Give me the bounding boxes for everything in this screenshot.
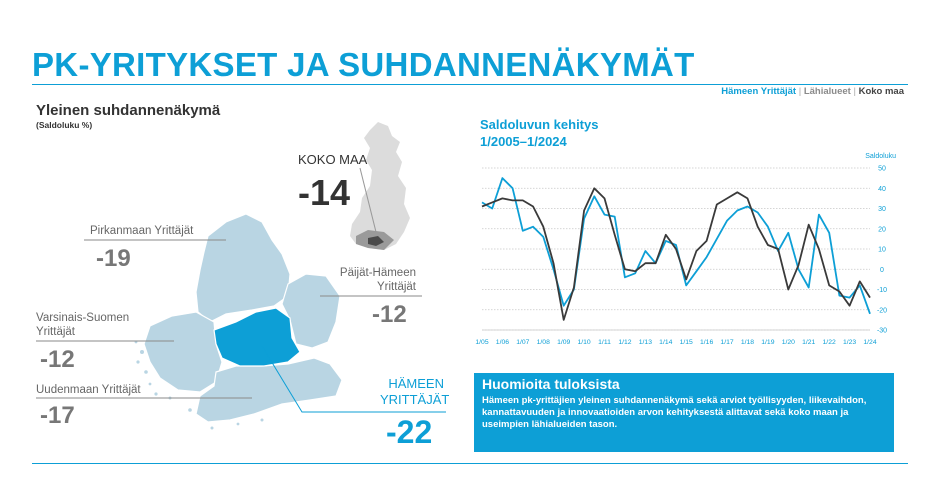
x-tick-label: 1/09 xyxy=(557,339,570,346)
series-line-koko-maa xyxy=(481,187,871,321)
x-tick-label: 1/12 xyxy=(618,339,631,346)
finland-hameen-region xyxy=(368,236,384,246)
region-value-varsinais-suomi: -12 xyxy=(40,346,75,373)
chart-legend: Hämeen Yrittäjät | Lähialueet | Koko maa xyxy=(721,86,904,97)
varsinais-suomi-region xyxy=(143,311,223,393)
leader-koko-maa xyxy=(359,167,377,233)
x-tick-label: 1/16 xyxy=(700,339,713,346)
x-tick-label: 1/11 xyxy=(598,339,611,346)
x-tick-label: 1/24 xyxy=(863,339,876,346)
x-tick-label: 1/10 xyxy=(577,339,590,346)
paijat-hame-region xyxy=(281,273,341,349)
chart-subtitle: 1/2005–1/2024 xyxy=(480,134,567,149)
left-subheading: (Saldoluku %) xyxy=(36,120,93,130)
x-tick-label: 1/19 xyxy=(761,339,774,346)
left-heading: Yleinen suhdannenäkymä xyxy=(36,102,221,119)
region-label-varsinais-suomi: Varsinais-Suomen Yrittäjät xyxy=(36,312,130,338)
x-tick-label: 1/18 xyxy=(741,339,754,346)
leader-hameen xyxy=(261,345,446,413)
region-value-uusimaa: -17 xyxy=(40,402,75,429)
koko-maa-label: KOKO MAA xyxy=(298,152,368,167)
bottom-divider xyxy=(32,463,908,464)
uusimaa-region xyxy=(195,357,343,423)
legend-separator: | xyxy=(798,86,802,97)
x-tick-label: 1/23 xyxy=(843,339,856,346)
x-tick-label: 1/22 xyxy=(823,339,836,346)
note-box xyxy=(474,373,894,452)
y-tick-label: -20 xyxy=(877,307,887,314)
region-label-uusimaa: Uudenmaan Yrittäjät xyxy=(36,384,141,396)
y-tick-label: 30 xyxy=(878,206,886,213)
legend-separator: | xyxy=(853,86,856,97)
y-tick-label: -10 xyxy=(877,287,887,294)
y-tick-label: -30 xyxy=(877,328,887,335)
pirkanmaa-region xyxy=(195,213,291,323)
x-tick-label: 1/21 xyxy=(802,339,815,346)
y-tick-label: 20 xyxy=(878,226,886,233)
chart-title: Saldoluvun kehitys 1/2005–1/2024 xyxy=(480,116,598,150)
x-tick-label: 1/06 xyxy=(496,339,509,346)
y-tick-label: 0 xyxy=(880,267,884,274)
note-title: Huomioita tuloksista xyxy=(482,376,620,392)
title-divider xyxy=(32,84,908,85)
y-tick-label: 50 xyxy=(878,166,886,173)
legend-lahialueet: Lähialueet xyxy=(803,86,851,97)
y-axis-label: Saldoluku xyxy=(865,153,896,160)
note-text: Hämeen pk-yrittäjien yleinen suhdannenäk… xyxy=(482,395,867,430)
region-value-paijat-hame: -12 xyxy=(372,301,407,328)
x-tick-label: 1/05 xyxy=(475,339,488,346)
finland-map-inset xyxy=(350,122,410,250)
hameen-value: -22 xyxy=(386,414,433,450)
region-value-pirkanmaa: -19 xyxy=(96,245,131,272)
x-tick-label: 1/13 xyxy=(639,339,652,346)
chart-title-main: Saldoluvun kehitys xyxy=(480,117,599,132)
x-tick-label: 1/08 xyxy=(537,339,550,346)
page-title: PK-YRITYKSET JA SUHDANNENÄKYMÄT xyxy=(32,46,695,83)
legend-hameen: Hämeen Yrittäjät xyxy=(721,86,797,97)
x-tick-label: 1/17 xyxy=(720,339,733,346)
archipelago-dots xyxy=(134,340,264,430)
legend-koko-maa: Koko maa xyxy=(858,86,904,97)
x-tick-label: 1/20 xyxy=(782,339,795,346)
hameen-label: HÄMEEN YRITTÄJÄT xyxy=(380,376,450,407)
hameen-region xyxy=(213,307,301,367)
y-tick-label: 10 xyxy=(878,247,886,254)
koko-maa-value: -14 xyxy=(298,172,351,213)
line-chart: Saldoluku 50 40 30 20 10 0 -10 -20 -30 1/05 1/06 1/0… xyxy=(475,153,896,346)
x-tick-label: 1/15 xyxy=(680,339,693,346)
region-label-pirkanmaa: Pirkanmaan Yrittäjät xyxy=(90,225,194,237)
series-line-h-meen-yritt-j-t xyxy=(481,177,871,315)
x-tick-label: 1/07 xyxy=(516,339,529,346)
y-tick-label: 40 xyxy=(878,186,886,193)
region-label-paijat-hame: Päijät-Hämeen Yrittäjät xyxy=(339,267,416,293)
x-tick-label: 1/14 xyxy=(659,339,672,346)
